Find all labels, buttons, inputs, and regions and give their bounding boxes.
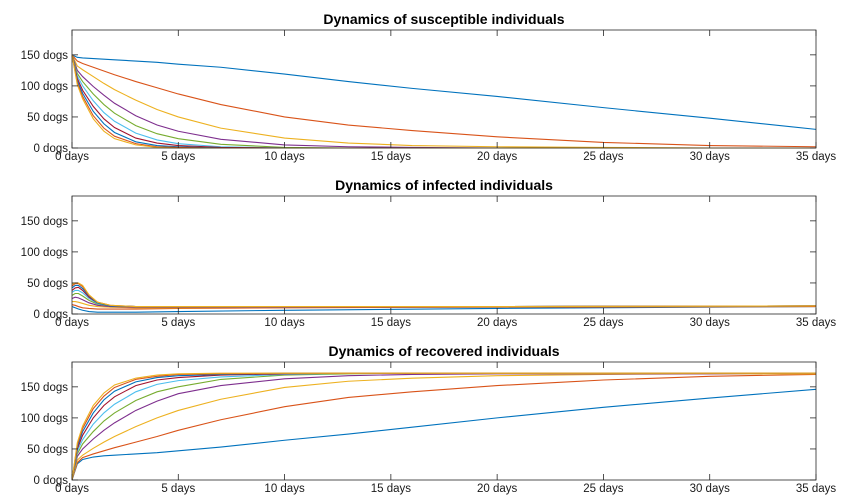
y-tick-label: 0 dogs	[33, 143, 68, 155]
x-tick-label: 10 days	[264, 151, 305, 163]
series-line-1	[71, 54, 817, 130]
x-tick-label: 0 days	[55, 151, 89, 163]
y-tick-label: 100 dogs	[21, 247, 69, 259]
series-line-7	[71, 54, 816, 149]
subplot-title: Dynamics of infected individuals	[335, 177, 553, 193]
x-tick-label: 5 days	[161, 317, 195, 329]
series-line-9	[71, 283, 817, 308]
series-line-10	[71, 372, 816, 481]
subplot-title: Dynamics of susceptible individuals	[323, 11, 564, 27]
y-tick-label: 150 dogs	[21, 382, 69, 394]
y-tick-label: 100 dogs	[21, 81, 69, 93]
x-tick-label: 35 days	[796, 151, 837, 163]
subplot-recovered: Dynamics of recovered individuals 0 days…	[21, 343, 837, 495]
x-tick-label: 5 days	[161, 483, 195, 495]
y-tick-label: 50 dogs	[27, 278, 68, 290]
axes-box	[71, 195, 817, 315]
x-tick-label: 15 days	[371, 483, 412, 495]
series-line-4	[71, 372, 817, 481]
plot-area: 0 days 5 days 10 days 15 days 20 days 25 days…	[21, 29, 837, 163]
x-tick-label: 10 days	[264, 483, 305, 495]
x-tick-label: 30 days	[690, 317, 731, 329]
x-tick-label: 25 days	[583, 317, 624, 329]
x-tick-label: 15 days	[371, 317, 412, 329]
plot-area: 0 days 5 days 10 days 15 days 20 days 25 days…	[21, 195, 837, 329]
x-tick-label: 20 days	[477, 151, 518, 163]
subplot-title: Dynamics of recovered individuals	[328, 343, 559, 359]
series-line-8	[71, 284, 817, 308]
x-tick-label: 30 days	[690, 483, 731, 495]
series-line-4	[71, 54, 816, 149]
x-tick-label: 35 days	[796, 317, 837, 329]
plot-area: 0 days 5 days 10 days 15 days 20 days 25 days…	[21, 361, 837, 495]
x-tick-label: 5 days	[161, 151, 195, 163]
series-line-3	[71, 54, 816, 149]
series-line-6	[71, 54, 816, 149]
series-lines	[71, 372, 817, 481]
y-tick-label: 50 dogs	[27, 444, 68, 456]
x-tick-label: 30 days	[690, 151, 731, 163]
x-tick-label: 10 days	[264, 317, 305, 329]
x-tick-label: 0 days	[55, 317, 89, 329]
y-tick-label: 0 dogs	[33, 475, 68, 487]
x-tick-label: 25 days	[583, 483, 624, 495]
y-tick-label: 50 dogs	[27, 112, 68, 124]
series-lines	[71, 54, 817, 149]
series-line-10	[71, 282, 817, 308]
axes-box	[71, 29, 817, 149]
series-line-8	[71, 54, 816, 149]
y-tick-label: 0 dogs	[33, 309, 68, 321]
x-tick-label: 15 days	[371, 151, 412, 163]
series-line-2	[71, 54, 817, 148]
y-tick-label: 100 dogs	[21, 413, 69, 425]
series-line-9	[71, 54, 816, 149]
series-line-5	[71, 292, 817, 308]
subplot-susceptible: Dynamics of susceptible individuals 0 da…	[21, 11, 837, 163]
subplot-infected: Dynamics of infected individuals 0 days 5…	[21, 177, 837, 329]
x-tick-label: 25 days	[583, 151, 624, 163]
x-tick-label: 20 days	[477, 483, 518, 495]
series-line-3	[71, 373, 816, 481]
series-line-7	[71, 286, 817, 308]
axes-box	[71, 361, 817, 481]
series-line-6	[71, 289, 817, 308]
series-line-5	[71, 54, 816, 149]
x-tick-label: 0 days	[55, 483, 89, 495]
series-line-2	[71, 373, 817, 481]
series-line-10	[71, 54, 816, 149]
y-tick-label: 150 dogs	[21, 50, 69, 62]
series-line-1	[71, 306, 817, 313]
y-tick-label: 150 dogs	[21, 216, 69, 228]
series-line-2	[71, 304, 817, 310]
series-line-1	[71, 388, 817, 481]
x-tick-label: 35 days	[796, 483, 837, 495]
series-lines	[71, 282, 817, 313]
x-tick-label: 20 days	[477, 317, 518, 329]
